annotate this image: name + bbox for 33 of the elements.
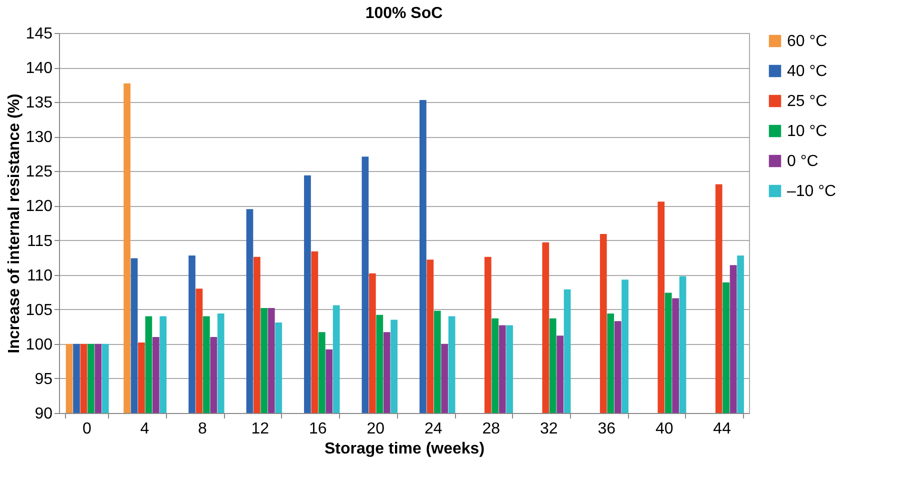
y-tick-label: 90 [34,406,53,422]
x-axis-title: Storage time (weeks) [324,440,485,458]
legend-label: 40 °C [787,63,828,80]
x-tick-label: 32 [540,420,558,438]
legend-label: 25 °C [787,93,828,110]
y-tick-label: 110 [26,267,53,284]
y-tick-label: 105 [26,302,53,319]
legend-label: 60 °C [787,33,828,50]
x-tick-label: 24 [424,420,442,438]
legend-label: –10 °C [787,183,836,200]
x-tick-label: 40 [655,420,674,438]
y-axis-title: Increase of internal resistance (%) [6,94,23,354]
x-tick-label: 36 [598,420,616,438]
y-tick-label: 95 [34,370,53,388]
y-tick-label: 115 [26,232,53,250]
y-tick-label: 145 [26,26,53,42]
x-tick-label: 44 [713,420,732,438]
x-tick-label: 0 [82,420,92,438]
x-tick-label: 12 [251,420,270,438]
x-tick-label: 20 [366,420,385,438]
x-tick-label: 4 [140,420,150,438]
y-tick-label: 140 [26,60,53,78]
legend-label: 10 °C [787,123,828,140]
y-tick-label: 100 [26,336,53,354]
x-tick-label: 16 [308,420,327,438]
y-tick-label: 135 [26,94,53,112]
legend-label: 0 °C [787,153,818,170]
y-tick-label: 130 [26,129,53,146]
x-tick-label: 8 [198,420,207,438]
x-tick-label: 28 [482,420,500,438]
y-tick-label: 120 [26,198,53,216]
chart-title: 100% SoC [365,5,444,22]
y-tick-label: 125 [26,164,53,181]
